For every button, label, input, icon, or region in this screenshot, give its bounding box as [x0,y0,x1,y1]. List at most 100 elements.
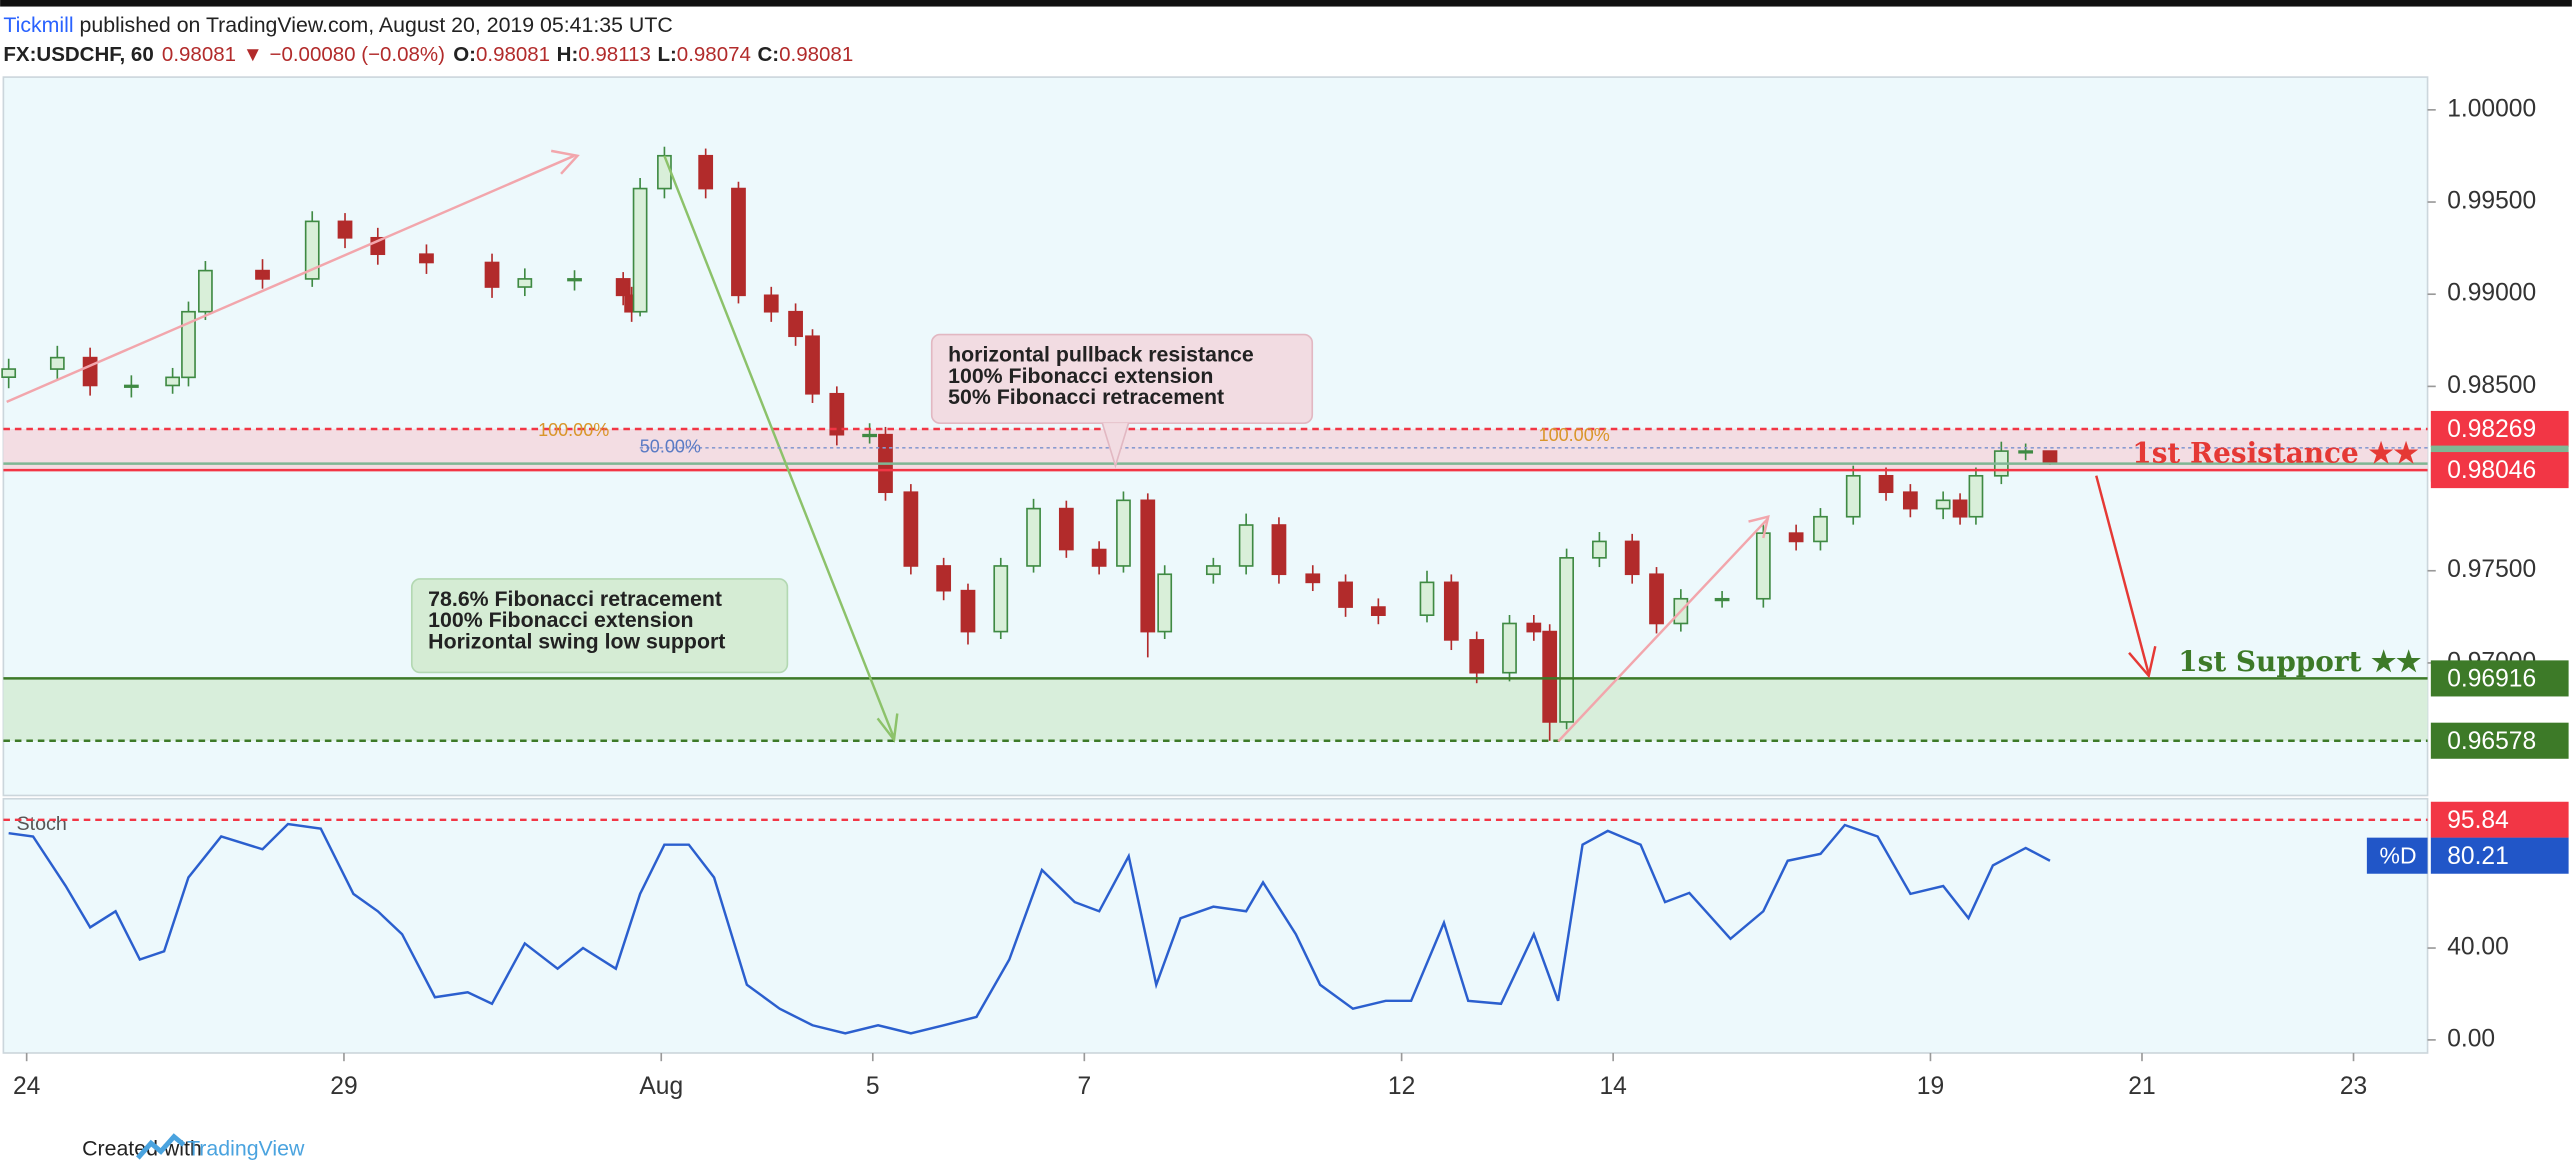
candle-body [1091,548,1107,567]
candle-body [632,187,648,313]
logo [136,1133,186,1160]
x-tick-label: 7 [1077,1073,1091,1100]
x-tick-label: 21 [2128,1073,2155,1100]
candle-body [1542,630,1558,723]
c: 0.98081 [779,43,853,66]
candle-body [2042,450,2058,465]
arrow: ▼ [243,43,263,66]
arrow-head [550,149,580,175]
level-tag-label: 0.98269 [2447,416,2536,443]
x-tick-label: 29 [330,1073,357,1100]
o-key: O: [453,43,476,66]
candle-body [198,269,213,313]
candle-body [698,154,714,190]
candle-body [1140,499,1156,633]
y-tick-label: 0.97500 [2447,556,2536,583]
candle-body [1968,474,1984,518]
fib-label: 50.00% [640,437,701,457]
arrow-head [2128,645,2157,679]
symbol-line: FX:USDCHF, 60 0.98081 ▼ −0.00080 (−0.08%) O:… [3,43,853,66]
candle-body [484,261,500,288]
candle-body [1592,540,1607,559]
published: published on TradingView.com, August 20,… [74,13,673,37]
stoch-title: Stoch [17,813,67,835]
y-tick-label: 0.99000 [2447,280,2536,307]
candle-body [1935,499,1951,510]
change: −0.00080 (−0.08%) [269,43,445,66]
level-tag [2430,801,2569,838]
candle-body [1714,597,1730,602]
x-tick-label: 12 [1388,1073,1415,1100]
footer-brand[interactable]: TradingView [187,1136,305,1160]
candle-body [805,335,820,395]
note-box [410,578,789,674]
candle-body [788,310,803,338]
candle-body [419,253,434,264]
level-name: 1st Resistance ★★ [2132,437,2418,470]
candle-body [1443,581,1459,641]
candle-body [1338,581,1353,608]
candle-body [1649,573,1664,625]
candle-body [731,187,746,297]
candle-body [1419,581,1435,616]
h-key: H: [557,43,579,66]
trend-arrow [1557,517,1770,743]
candle-body [49,356,65,370]
candle-body [1755,532,1771,600]
candle-body [123,384,139,388]
current-name-tag [2366,837,2428,874]
candle-body [903,491,919,567]
candle-body [567,278,582,282]
y-tick-label: 0.98500 [2447,372,2536,399]
candle-body [615,278,631,297]
y-tick-label: 0.99500 [2447,188,2536,215]
y-tick-label: 0.00 [2447,1025,2495,1052]
drawings [6,149,2428,743]
y-tick-label: 40.00 [2447,934,2509,961]
candle-body [1845,474,1861,518]
level-tag [2430,452,2569,489]
arrow-head [876,713,899,743]
stoch-line [8,822,2051,1035]
level-tag-label: 95.84 [2447,807,2509,834]
candle-body [1238,524,1254,567]
candle-body [165,376,180,387]
candle-body [1116,499,1131,567]
note-pointer [1101,422,1130,469]
level-name: 1st Support ★★ [2178,645,2421,678]
level-tag-label: 0.96578 [2447,728,2536,755]
candle-body [1205,565,1221,576]
note-line: 100% Fibonacci extension [428,608,693,632]
candle-body [993,565,1009,633]
fib-label: 100.00% [1539,425,1610,445]
candle-body [1469,639,1485,674]
candle-body [763,294,779,313]
candle-body [1559,557,1574,723]
o: 0.98081 [476,43,550,66]
candle-body [255,269,270,280]
candle-body [1526,622,1542,633]
candle-body [1058,507,1074,551]
x-tick-label: 5 [866,1073,880,1100]
level-tag [2430,660,2569,697]
x-tick-label: 14 [1599,1073,1626,1100]
author[interactable]: Tickmill [3,13,73,37]
x-tick-label: 23 [2340,1073,2367,1100]
candle-body [1502,622,1517,674]
note-line: 100% Fibonacci extension [948,364,1213,388]
candle-body [1813,515,1828,543]
current-tag [2430,837,2569,874]
candle-body [829,392,845,436]
candle-body [1878,474,1894,494]
level-tag-label: 0.98046 [2447,457,2536,484]
candle-body [1788,532,1804,543]
l: 0.98074 [677,43,751,66]
candle-body [862,433,877,438]
top-bar [0,0,2572,7]
note-line: Horizontal swing low support [428,630,725,654]
candle-body [1305,573,1321,584]
support-zone [3,678,2428,741]
candle-body [1157,573,1173,633]
l-key: L: [657,43,676,66]
